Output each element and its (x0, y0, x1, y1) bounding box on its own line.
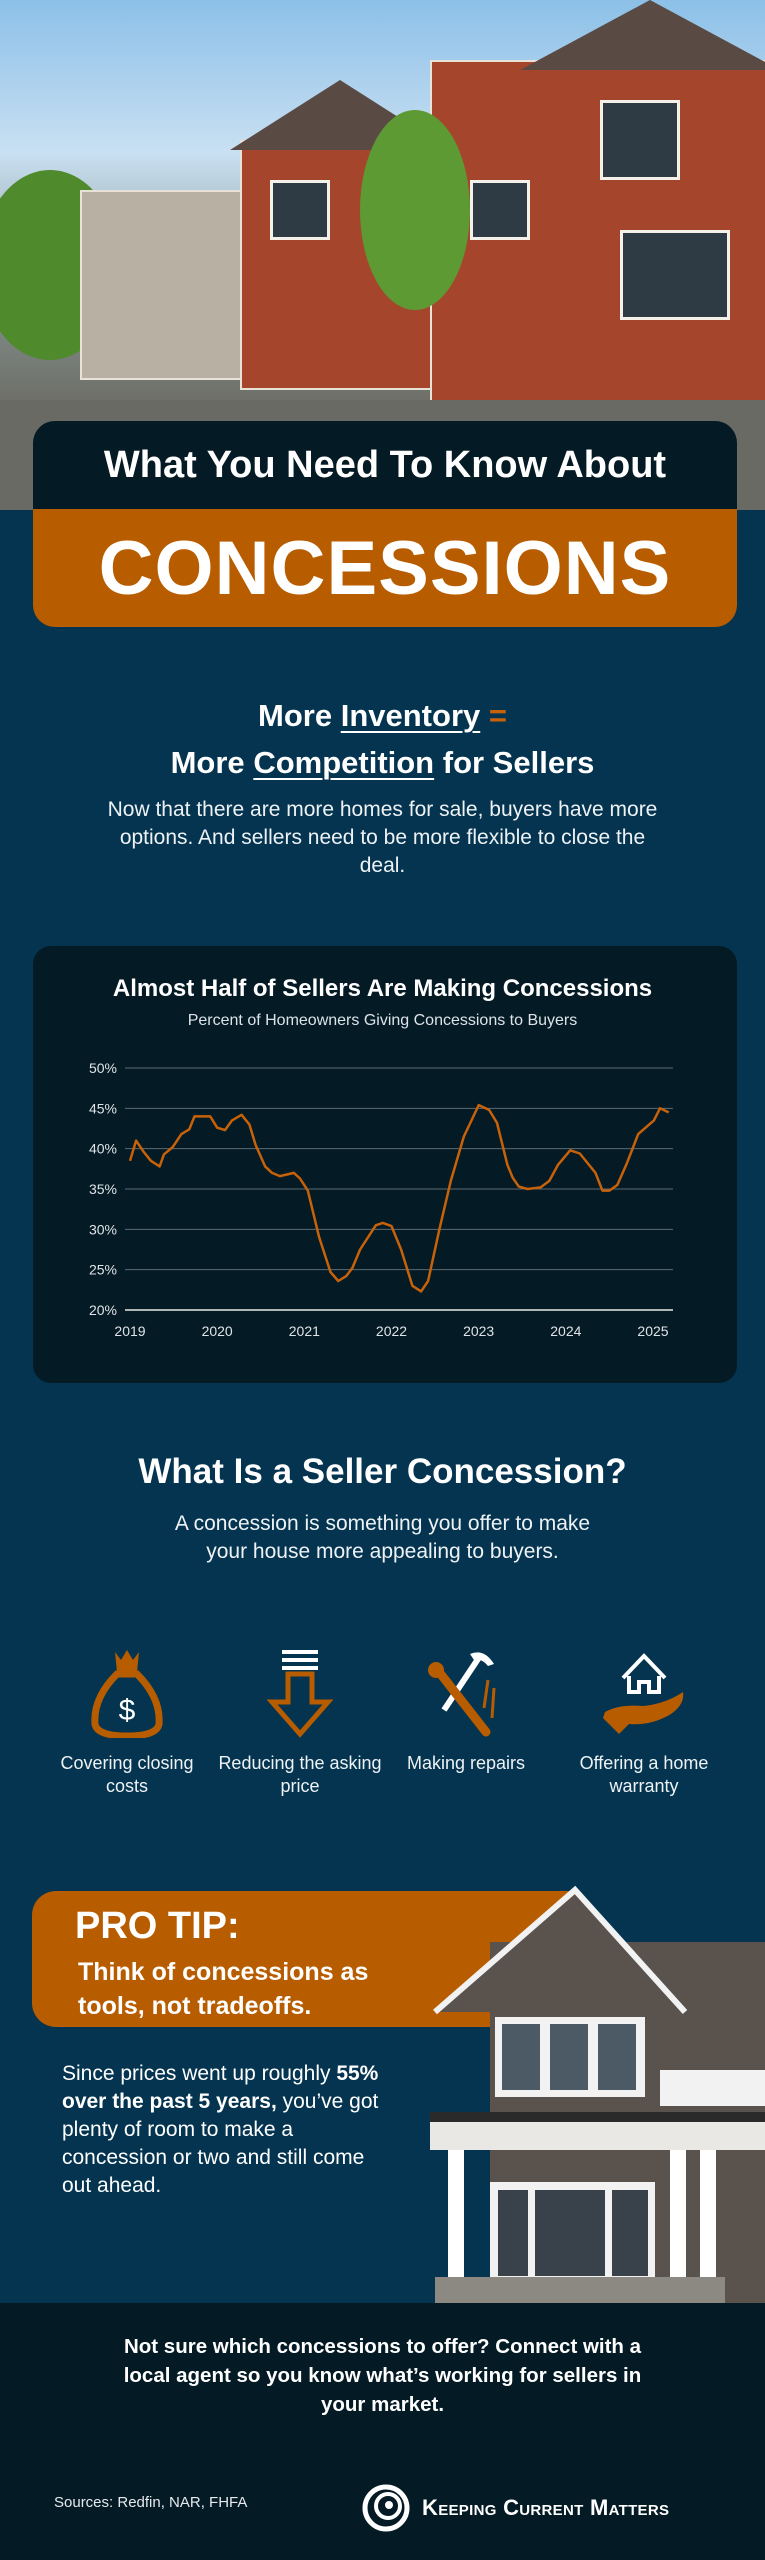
pro-tip-heading: PRO TIP: (75, 1905, 240, 1947)
x-tick-label: 2023 (463, 1323, 494, 1339)
x-tick-label: 2019 (114, 1323, 145, 1339)
item-label: Covering closing costs (60, 1753, 194, 1796)
house-in-hand-icon (603, 1653, 684, 1734)
swirl-logo-icon (362, 2484, 410, 2532)
x-tick-label: 2021 (289, 1323, 320, 1339)
chart-title: Almost Half of Sellers Are Making Conces… (112, 975, 653, 1002)
x-tick-label: 2024 (550, 1323, 581, 1339)
heading-inventory: Inventory (340, 698, 481, 733)
x-tick-label: 2022 (376, 1323, 407, 1339)
svg-text:$: $ (119, 1694, 136, 1727)
concession-heading: What Is a Seller Concession? (138, 1452, 627, 1491)
x-tick-label: 2020 (202, 1323, 233, 1339)
line-chart: 20% 25% 30% 35% 40% 45% 50% 2019 2020 2021 2022 202… (89, 1060, 673, 1339)
y-tick-label: 35% (89, 1181, 117, 1197)
concession-item: Reducing the asking price (215, 1648, 385, 1798)
bold-text: 55% over the past 5 years, (62, 2062, 379, 2113)
equals-sign: = (488, 698, 507, 733)
concession-paragraph: A concession is something you offer to m… (174, 1512, 591, 1563)
pro-tip-subheading: Think of concessions as tools, not trade… (78, 1958, 369, 2020)
item-label: Reducing the asking price (218, 1753, 382, 1796)
main-title: CONCESSIONS (33, 509, 737, 627)
item-label: Making repairs (406, 1753, 526, 1773)
pro-tip-paragraph: Since prices went up roughly 55% over th… (62, 2060, 382, 2200)
title-line: What You Need To Know About (33, 421, 737, 509)
item-label: Offering a home warranty (579, 1753, 709, 1796)
x-tick-label: 2025 (637, 1323, 668, 1339)
brand-name: Keeping Current Matters (422, 2495, 670, 2520)
concession-item: Making repairs (381, 1648, 551, 1775)
inventory-heading: More Inventory = More Competition for Se… (0, 692, 765, 786)
concession-item: Offering a home warranty (559, 1648, 729, 1798)
brand-logo: Keeping Current Matters (362, 2481, 669, 2535)
money-bag-icon: $ (91, 1650, 163, 1738)
y-tick-label: 20% (89, 1302, 117, 1318)
y-tick-label: 40% (89, 1141, 117, 1157)
cta-text: Not sure which concessions to offer? Con… (123, 2335, 642, 2416)
heading-competition: Competition (253, 745, 435, 780)
sources: Sources: Redfin, NAR, FHFA (54, 2494, 248, 2511)
y-tick-label: 25% (89, 1262, 117, 1278)
series-line (128, 1103, 670, 1293)
heading-text: More (170, 745, 245, 780)
down-arrow-icon (266, 1650, 334, 1738)
heading-text: More (258, 698, 333, 733)
heading-text: for Sellers (442, 745, 595, 780)
concession-item: $ Covering closing costs (42, 1648, 212, 1798)
tools-icon (428, 1652, 496, 1737)
y-tick-label: 45% (89, 1100, 117, 1116)
house-photo (430, 1882, 765, 2303)
text: you’ve got plenty of room to make a conc… (62, 2090, 379, 2197)
text: Since prices went up roughly (62, 2062, 331, 2085)
intro-paragraph: Now that there are more homes for sale, … (107, 798, 658, 877)
y-tick-label: 30% (89, 1221, 117, 1237)
y-tick-label: 50% (89, 1060, 117, 1076)
chart-subtitle: Percent of Homeowners Giving Concessions… (187, 1012, 578, 1029)
